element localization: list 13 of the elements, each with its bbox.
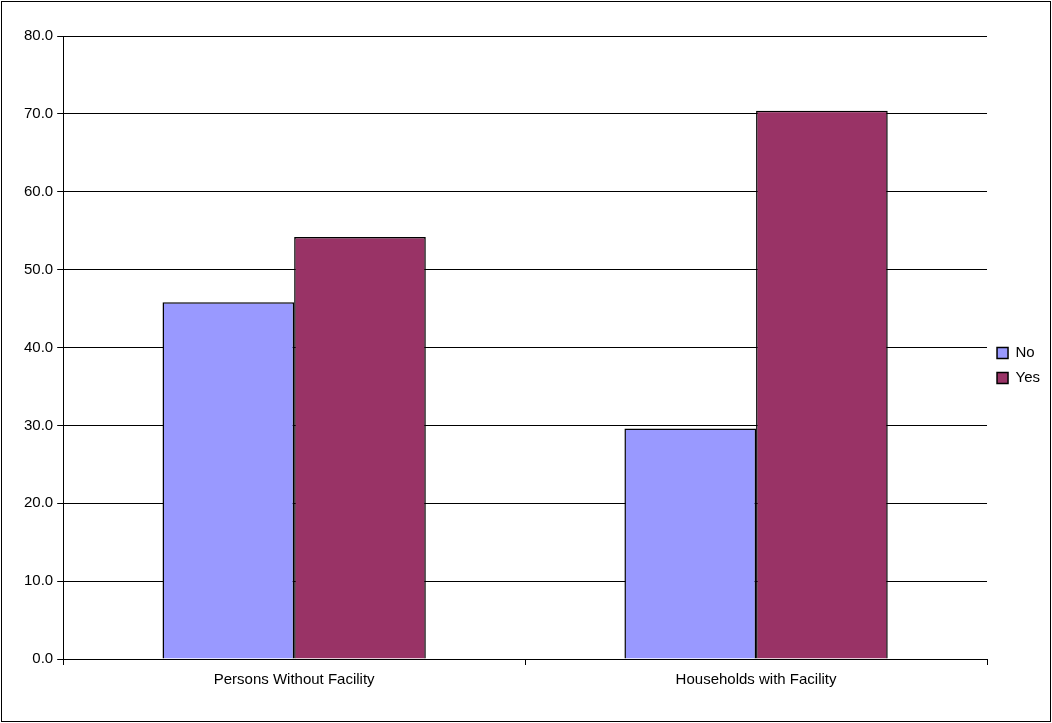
- y-tick-label: 50.0: [23, 259, 54, 277]
- y-tick-label: 10.0: [23, 571, 54, 589]
- y-tick-label: 40.0: [23, 337, 54, 355]
- y-tick-label: 20.0: [23, 493, 54, 511]
- y-tick-label: 60.0: [23, 181, 54, 199]
- y-tick-label: 70.0: [23, 104, 54, 122]
- x-tick-label: Persons Without Facility: [213, 670, 376, 688]
- legend-label: No: [1015, 343, 1035, 361]
- legend-label: Yes: [1015, 368, 1041, 386]
- x-tick-label: Households with Facility: [675, 670, 838, 688]
- y-tick-label: 30.0: [23, 415, 54, 433]
- y-tick-label: 0.0: [32, 649, 54, 667]
- y-tick-label: 80.0: [23, 26, 54, 44]
